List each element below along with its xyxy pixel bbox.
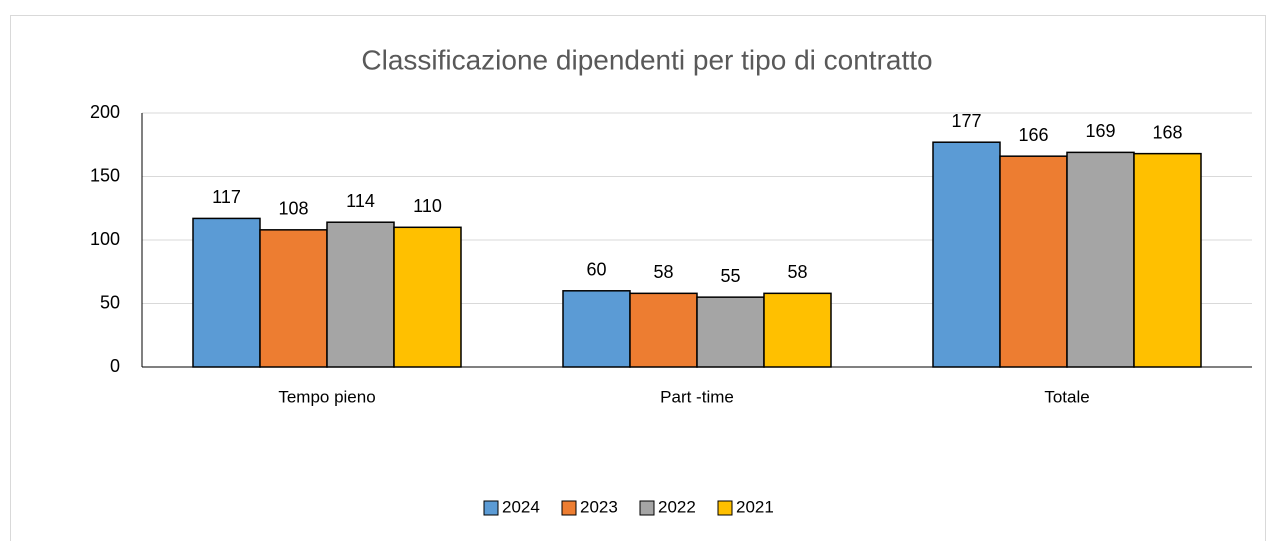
legend-label: 2022 [658,497,696,516]
legend-label: 2024 [502,497,540,516]
legend-label: 2021 [736,497,774,516]
x-tick-label: Tempo pieno [278,387,375,406]
data-label: 58 [787,262,807,282]
data-label: 168 [1152,122,1182,142]
bar [192,217,261,368]
data-label: 114 [346,191,375,211]
bar [393,226,462,368]
bar [999,155,1068,368]
bar [932,141,1001,368]
x-tick-label: Part -time [660,387,734,406]
y-tick-label: 0 [110,356,120,376]
y-tick-label: 100 [90,229,120,249]
legend-swatch [483,500,499,516]
chart-title: Classificazione dipendenti per tipo di c… [361,44,932,75]
bar [763,292,832,368]
legend-swatch [639,500,655,516]
data-label: 110 [413,196,442,216]
y-tick-label: 200 [90,102,120,122]
bar [696,296,765,368]
data-label: 58 [653,262,673,282]
data-label: 108 [278,199,308,219]
legend-swatch [561,500,577,516]
y-tick-label: 150 [90,165,120,185]
bar [259,229,328,368]
bar [562,290,631,368]
bar [326,221,395,368]
x-tick-label: Totale [1044,387,1089,406]
data-label: 60 [586,260,606,280]
bar [1133,152,1202,368]
data-label: 169 [1085,121,1115,141]
bar [629,292,698,368]
legend-label: 2023 [580,497,618,516]
legend-swatch [717,500,733,516]
data-label: 117 [212,187,241,207]
y-tick-label: 50 [100,292,120,312]
bar [1066,151,1135,368]
data-label: 177 [951,111,981,131]
data-label: 55 [720,266,740,286]
data-label: 166 [1018,125,1048,145]
